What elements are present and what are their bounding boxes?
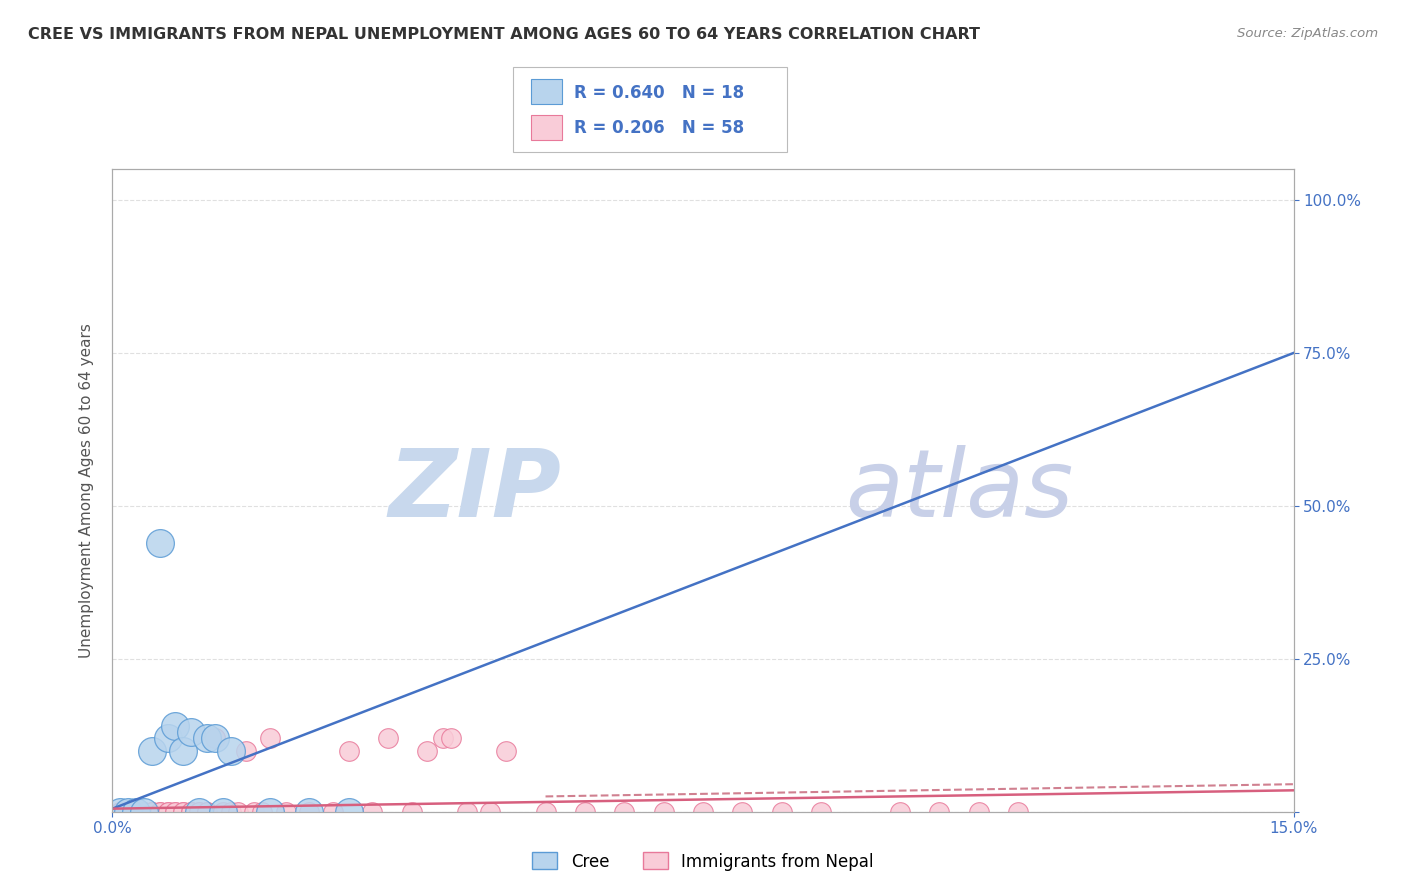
Point: [731, 805, 754, 819]
Point: [250, 805, 273, 819]
Point: [172, 743, 194, 757]
Point: [125, 805, 148, 819]
Point: [322, 805, 344, 819]
Text: R = 0.206   N = 58: R = 0.206 N = 58: [574, 120, 744, 137]
Point: [110, 805, 132, 819]
Point: [401, 805, 423, 819]
Point: [211, 805, 233, 819]
Point: [219, 805, 242, 819]
Point: [928, 805, 950, 819]
Point: [235, 743, 257, 757]
Point: [211, 805, 233, 819]
Point: [156, 805, 179, 819]
Point: [228, 805, 250, 819]
Point: [495, 743, 517, 757]
Point: [1007, 805, 1029, 819]
Point: [188, 805, 211, 819]
Point: [188, 805, 211, 819]
Point: [613, 805, 636, 819]
Point: [165, 719, 187, 733]
Point: [243, 805, 266, 819]
Point: [259, 731, 281, 746]
Point: [195, 805, 218, 819]
Text: Source: ZipAtlas.com: Source: ZipAtlas.com: [1237, 27, 1378, 40]
Point: [298, 805, 321, 819]
Point: [274, 805, 297, 819]
Point: [117, 805, 139, 819]
Y-axis label: Unemployment Among Ages 60 to 64 years: Unemployment Among Ages 60 to 64 years: [79, 323, 94, 658]
Point: [156, 805, 179, 819]
Point: [298, 805, 321, 819]
Point: [195, 731, 218, 746]
Point: [377, 731, 399, 746]
Point: [692, 805, 714, 819]
Point: [204, 731, 226, 746]
Point: [337, 805, 360, 819]
Point: [141, 743, 163, 757]
Point: [110, 805, 132, 819]
Point: [156, 731, 179, 746]
Point: [180, 805, 202, 819]
Point: [204, 731, 226, 746]
Point: [180, 805, 202, 819]
Point: [165, 805, 187, 819]
Point: [125, 805, 148, 819]
Point: [149, 805, 172, 819]
Point: [141, 805, 163, 819]
Point: [889, 805, 911, 819]
Point: [132, 805, 155, 819]
Point: [132, 805, 155, 819]
Point: [141, 805, 163, 819]
Point: [172, 805, 194, 819]
Text: ZIP: ZIP: [388, 444, 561, 537]
Point: [770, 805, 793, 819]
Point: [132, 805, 155, 819]
Text: R = 0.640   N = 18: R = 0.640 N = 18: [574, 84, 744, 102]
Point: [180, 725, 202, 739]
Point: [337, 743, 360, 757]
Point: [219, 743, 242, 757]
Point: [172, 805, 194, 819]
Point: [110, 805, 132, 819]
Point: [416, 743, 439, 757]
Point: [125, 805, 148, 819]
Point: [810, 805, 832, 819]
Point: [440, 731, 463, 746]
Point: [204, 731, 226, 746]
Legend: Cree, Immigrants from Nepal: Cree, Immigrants from Nepal: [526, 846, 880, 877]
Point: [534, 805, 557, 819]
Point: [149, 805, 172, 819]
Text: atlas: atlas: [845, 445, 1073, 536]
Point: [652, 805, 675, 819]
Point: [165, 805, 187, 819]
Point: [361, 805, 384, 819]
Text: CREE VS IMMIGRANTS FROM NEPAL UNEMPLOYMENT AMONG AGES 60 TO 64 YEARS CORRELATION: CREE VS IMMIGRANTS FROM NEPAL UNEMPLOYME…: [28, 27, 980, 42]
Point: [259, 805, 281, 819]
Point: [574, 805, 596, 819]
Point: [117, 805, 139, 819]
Point: [967, 805, 990, 819]
Point: [149, 535, 172, 549]
Point: [456, 805, 478, 819]
Point: [479, 805, 502, 819]
Point: [188, 805, 211, 819]
Point: [117, 805, 139, 819]
Point: [195, 805, 218, 819]
Point: [432, 731, 454, 746]
